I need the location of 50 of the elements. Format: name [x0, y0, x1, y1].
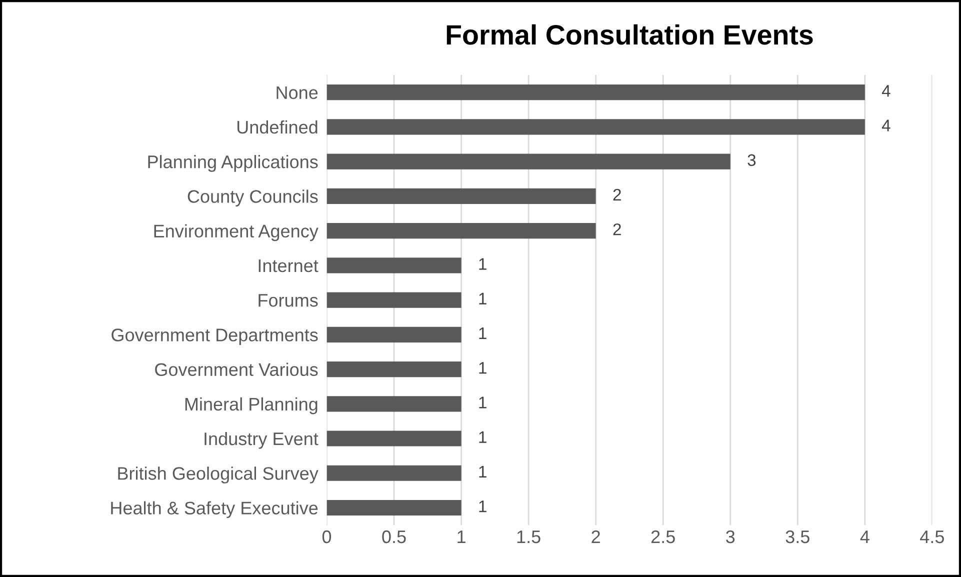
x-tick-label: 4.5: [920, 530, 944, 544]
y-tick-label: Forums: [258, 294, 318, 307]
y-tick-label: Environment Agency: [154, 224, 318, 242]
x-tick-label: 4: [860, 530, 870, 544]
y-tick-label: Internet: [258, 260, 318, 272]
data-label: 1: [479, 431, 486, 443]
y-tick-label: Planning Applications: [148, 155, 318, 172]
y-tick-label: Mineral Planning: [185, 397, 318, 414]
data-label: 1: [479, 328, 486, 339]
bar: [326, 292, 462, 308]
y-tick-label: Government Departments: [112, 328, 318, 345]
bar: [326, 258, 462, 274]
bar: [326, 326, 462, 342]
data-label: 3: [748, 154, 756, 166]
bar: [326, 119, 865, 135]
x-tick-label: 2.5: [651, 530, 675, 544]
data-label: 2: [613, 188, 621, 200]
y-tick-label: Industry Event: [204, 432, 318, 449]
y-tick-label: County Councils: [188, 190, 318, 206]
bar: [326, 430, 462, 446]
data-label: 1: [479, 500, 486, 512]
data-label: 4: [882, 120, 890, 132]
data-label: 2: [613, 223, 621, 236]
data-label: 1: [479, 362, 486, 374]
data-label: 4: [882, 85, 890, 97]
x-tick-label: 0: [322, 530, 332, 544]
bar: [326, 465, 462, 481]
data-label: 1: [479, 466, 486, 478]
x-tick-label: 1: [458, 530, 466, 544]
y-tick-label: Government Various: [155, 362, 318, 376]
y-tick-label: British Geological Survey: [118, 466, 318, 484]
bar: [326, 396, 462, 412]
data-label: 1: [479, 396, 486, 408]
bar: [326, 188, 596, 204]
bar: [326, 223, 596, 239]
y-tick-label: None: [276, 86, 318, 100]
chart-title: Formal Consultation Events: [446, 24, 813, 45]
y-tick-label: Undefined: [237, 120, 318, 134]
x-tick-label: 0.5: [382, 530, 406, 544]
bar: [326, 361, 462, 378]
bar: [326, 84, 865, 100]
bar: [326, 500, 462, 516]
x-tick-label: 1.5: [517, 530, 540, 544]
data-label: 1: [479, 258, 486, 270]
x-tick-label: 2: [592, 530, 600, 544]
x-tick-label: 3: [726, 530, 735, 544]
x-tick-label: 3.5: [786, 530, 810, 544]
data-label: 1: [479, 292, 486, 304]
bar: [326, 154, 730, 170]
y-tick-label: Health & Safety Executive: [111, 501, 318, 518]
